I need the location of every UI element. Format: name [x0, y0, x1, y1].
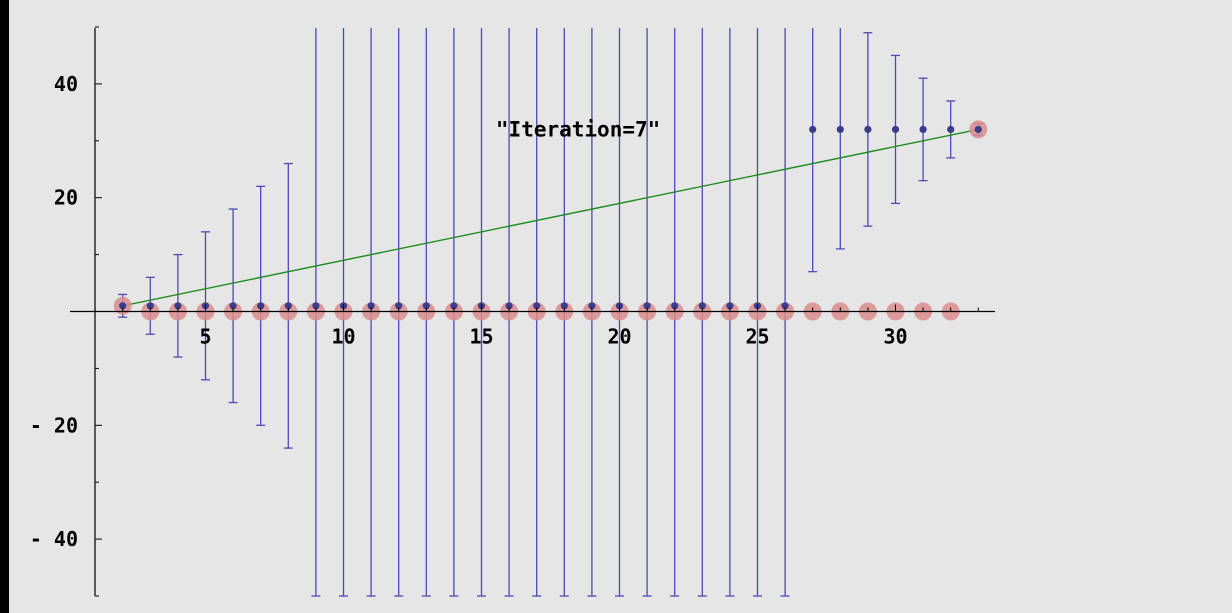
data-point	[809, 125, 817, 134]
data-point	[836, 125, 844, 134]
x-tick-label: 15	[469, 325, 493, 349]
data-point	[891, 125, 900, 134]
tick-labels: 5 10 15 20 25 30 - 40 - 20 20 40	[30, 72, 908, 551]
point-series	[119, 125, 982, 310]
data-point	[505, 302, 513, 310]
axes	[70, 28, 995, 596]
y-tick-label: - 20	[30, 413, 78, 437]
data-point	[422, 302, 430, 310]
fit-line	[122, 128, 979, 307]
data-point	[643, 302, 651, 310]
data-point	[974, 125, 982, 134]
data-point	[781, 302, 789, 310]
data-point	[119, 302, 127, 310]
data-point	[367, 302, 375, 310]
data-point	[450, 302, 458, 310]
data-point	[395, 302, 403, 310]
x-tick-label: 30	[883, 325, 907, 349]
tick-marks	[94, 26, 979, 597]
x-tick-label: 25	[745, 325, 769, 349]
data-point	[947, 125, 955, 134]
data-point	[229, 302, 237, 310]
data-point	[698, 302, 706, 310]
data-point	[726, 302, 734, 310]
data-point	[284, 302, 292, 310]
data-point	[671, 302, 679, 310]
x-tick-label: 20	[607, 325, 631, 349]
data-point	[560, 302, 568, 310]
fit-line-series	[122, 128, 979, 307]
left-border-bar	[0, 0, 9, 613]
data-point	[174, 302, 182, 310]
data-point	[257, 302, 265, 310]
x-tick-label: 5	[199, 325, 211, 349]
data-point	[919, 125, 927, 134]
data-point	[864, 125, 872, 134]
x-tick-label: 10	[331, 325, 355, 349]
iteration-annotation: "Iteration=7"	[496, 117, 660, 141]
y-tick-label: 20	[54, 186, 78, 210]
data-point	[146, 302, 154, 310]
y-tick-label: - 40	[30, 527, 78, 551]
data-point	[533, 302, 541, 310]
y-tick-label: 40	[54, 72, 78, 96]
data-point	[588, 302, 596, 310]
data-point	[312, 302, 320, 310]
highlight-series	[113, 120, 988, 321]
